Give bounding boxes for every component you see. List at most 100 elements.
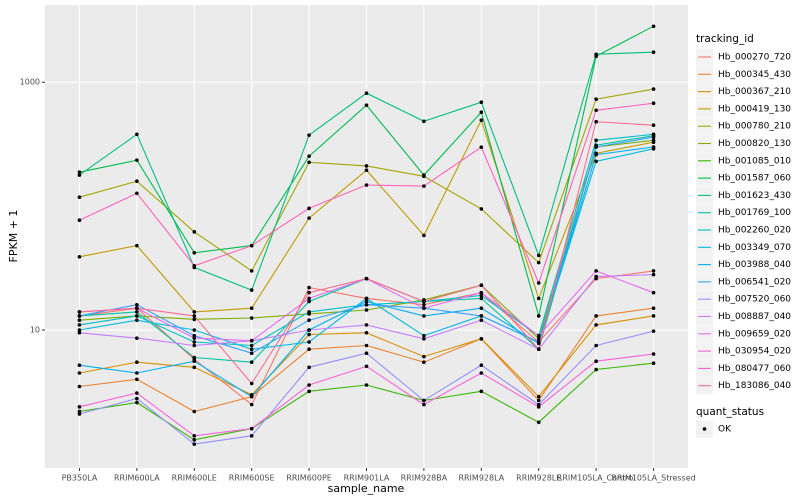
data-point <box>249 426 254 431</box>
data-point <box>192 263 197 268</box>
data-point <box>422 233 426 238</box>
data-point <box>594 108 598 113</box>
data-point <box>594 159 598 164</box>
data-point <box>307 154 311 158</box>
legend-label: Hb_006541_020 <box>718 277 791 287</box>
data-point <box>192 328 197 332</box>
data-point <box>192 438 197 442</box>
y-tick-label: 1000 <box>20 78 40 87</box>
data-point <box>192 340 197 344</box>
data-point <box>249 381 254 386</box>
data-point <box>536 340 541 344</box>
point-legend-title: quant_status <box>696 406 764 418</box>
data-point <box>594 359 598 364</box>
legend-label: Hb_001623_430 <box>718 191 791 201</box>
data-point <box>135 396 139 401</box>
data-point <box>536 420 541 425</box>
data-point <box>249 288 254 292</box>
data-point <box>307 328 311 332</box>
data-point <box>479 100 484 104</box>
data-point <box>536 333 541 338</box>
data-point <box>77 371 82 375</box>
x-tick-label: RRIM600PE <box>286 474 332 483</box>
data-point <box>479 306 484 311</box>
data-point <box>77 363 82 368</box>
data-point <box>651 138 656 143</box>
data-point <box>77 409 82 414</box>
data-point <box>594 152 598 157</box>
data-point <box>651 352 656 356</box>
legend-label: Hb_008887_040 <box>718 312 791 322</box>
data-point <box>422 402 426 407</box>
data-point <box>651 24 656 29</box>
data-point <box>651 290 656 295</box>
data-point <box>192 343 197 348</box>
data-point <box>422 173 426 177</box>
data-point <box>135 158 139 162</box>
data-point <box>192 310 197 314</box>
data-point <box>249 338 254 343</box>
x-tick-label: RRIM928LA <box>458 474 504 483</box>
legend-label: Hb_001769_100 <box>718 208 791 218</box>
data-point <box>651 145 656 149</box>
data-point <box>192 434 197 438</box>
data-point <box>135 179 139 183</box>
data-point <box>651 101 656 106</box>
data-point <box>479 318 484 323</box>
data-point <box>422 314 426 318</box>
data-point <box>77 173 82 177</box>
data-point <box>307 290 311 295</box>
data-point <box>651 269 656 273</box>
legend-label: Hb_000820_130 <box>718 139 791 149</box>
x-axis-title: sample_name <box>328 482 405 495</box>
data-point <box>479 389 484 394</box>
data-point <box>307 389 311 394</box>
data-point <box>307 310 311 314</box>
data-point <box>364 299 369 304</box>
legend-label: Hb_001085_010 <box>718 156 791 166</box>
data-point <box>77 330 82 335</box>
data-point <box>479 290 484 295</box>
data-point <box>594 138 598 143</box>
data-point <box>192 317 197 322</box>
legend-point <box>702 427 707 431</box>
data-point <box>594 52 598 57</box>
data-point <box>307 383 311 387</box>
data-point <box>536 296 541 301</box>
data-point <box>422 360 426 365</box>
data-point <box>479 283 484 288</box>
legend-label: Hb_000367_210 <box>718 87 791 97</box>
data-point <box>651 306 656 311</box>
x-tick-label: RRIM928BA <box>401 474 448 483</box>
x-tick-label: RRIM600SE <box>229 474 275 483</box>
data-point <box>594 314 598 318</box>
data-point <box>364 91 369 96</box>
data-point <box>192 359 197 364</box>
data-point <box>422 306 426 311</box>
data-point <box>364 168 369 172</box>
data-point <box>364 296 369 301</box>
y-tick-label: 10 <box>30 326 40 335</box>
x-tick-label: RRIM901LA <box>344 474 390 483</box>
legend-label: Hb_000270_720 <box>718 53 791 63</box>
data-point <box>651 361 656 365</box>
data-point <box>192 365 197 370</box>
data-point <box>135 306 139 311</box>
x-tick-label: RRIM105LA_Control <box>557 474 636 483</box>
data-point <box>192 230 197 234</box>
data-point <box>479 363 484 368</box>
legend-label: Hb_000345_430 <box>718 70 791 80</box>
data-point <box>536 314 541 318</box>
data-point <box>594 343 598 348</box>
data-point <box>651 50 656 55</box>
data-point <box>364 383 369 387</box>
data-point <box>536 394 541 399</box>
data-point <box>135 318 139 323</box>
data-point <box>479 314 484 318</box>
x-tick-label: RRIM600LA <box>114 474 160 483</box>
data-point <box>364 164 369 168</box>
data-point <box>192 251 197 255</box>
legend-label: Hb_003988_040 <box>718 260 791 270</box>
data-point <box>651 123 656 127</box>
